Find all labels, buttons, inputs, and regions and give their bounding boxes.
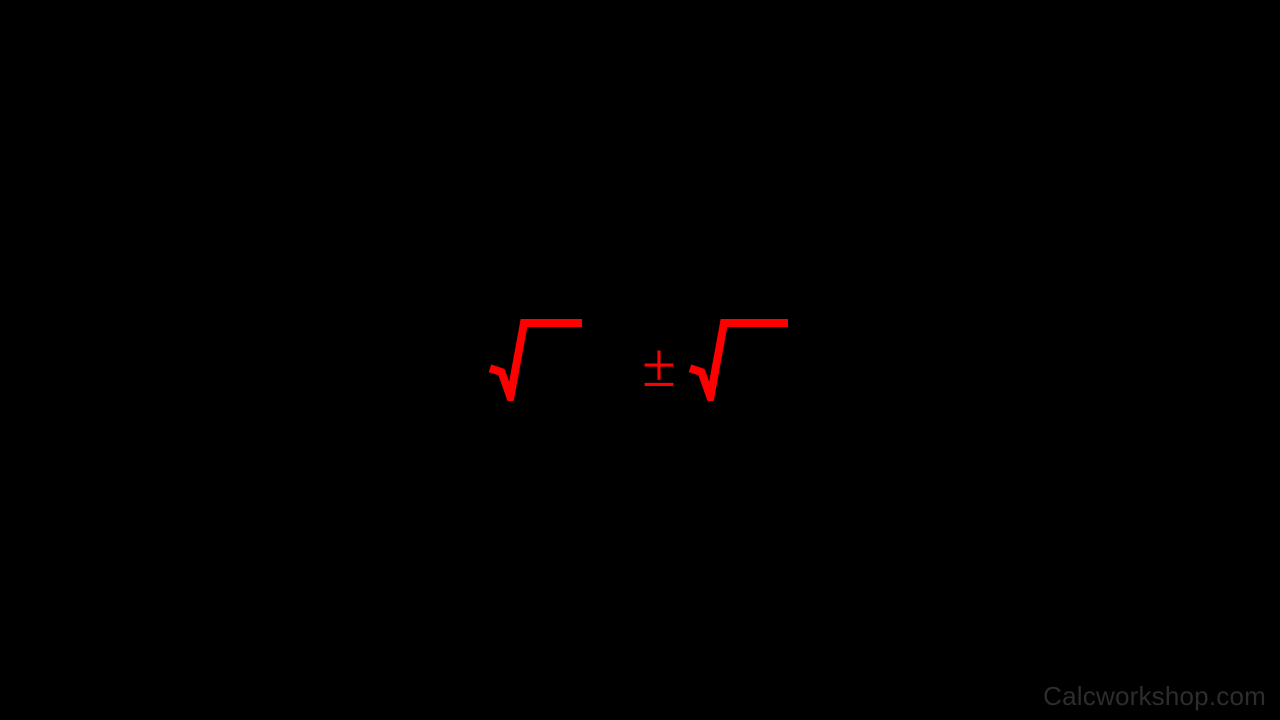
watermark-text: Calcworkshop.com: [1043, 681, 1266, 712]
plus-minus-symbol: ±: [642, 335, 676, 397]
formula-canvas: ± Calcworkshop.com: [0, 0, 1280, 720]
radical-left: [488, 319, 586, 401]
radical-left-icon: [488, 319, 586, 401]
radical-right: [688, 319, 792, 401]
radical-right-icon: [688, 319, 792, 401]
square-root-formula: ±: [482, 319, 798, 401]
